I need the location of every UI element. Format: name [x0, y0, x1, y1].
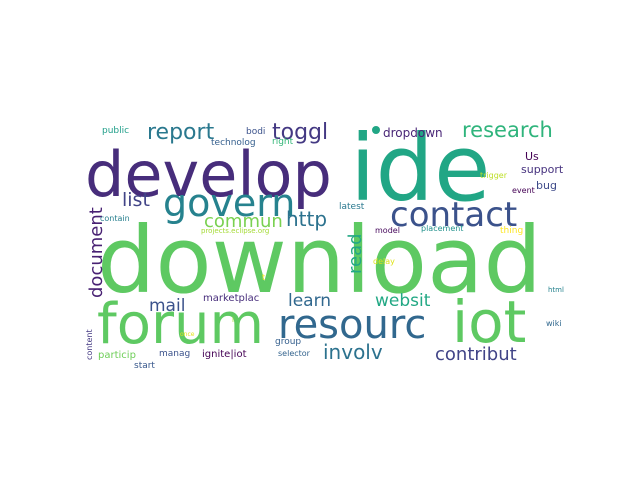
word: support: [521, 163, 564, 176]
word: mail: [149, 296, 185, 316]
word: projects.eclipse.org: [201, 227, 269, 235]
word: trigger: [480, 171, 508, 180]
word: delay: [373, 257, 395, 266]
word: contain: [100, 214, 130, 223]
word: latest: [339, 202, 365, 212]
word: manag: [159, 349, 190, 359]
word: bodi: [246, 127, 265, 137]
word: marketplac: [203, 293, 259, 304]
word: right: [272, 137, 294, 147]
word: once: [180, 331, 195, 338]
word: resourc: [278, 302, 426, 348]
word: contact: [390, 195, 517, 235]
word: read: [345, 233, 366, 274]
word: commun: [204, 211, 283, 232]
word: wiki: [546, 319, 562, 328]
word: group: [275, 337, 301, 347]
word: involv: [323, 340, 383, 364]
word: iot: [452, 288, 526, 356]
word: Us: [525, 150, 539, 163]
word: selector: [278, 349, 311, 358]
word: html: [548, 286, 564, 294]
word: thing: [500, 226, 523, 236]
word: t: [262, 273, 265, 282]
dot-marker: [372, 126, 380, 134]
word: i: [232, 316, 234, 324]
word: content: [85, 329, 94, 360]
word: event: [512, 186, 535, 195]
word: report: [147, 120, 215, 145]
word: list: [122, 189, 150, 211]
word: research: [462, 118, 553, 142]
word: model: [375, 226, 400, 235]
word: bug: [536, 179, 557, 192]
word: develop: [85, 138, 332, 211]
word: download: [97, 207, 542, 314]
word: toggl: [272, 120, 328, 145]
word: dropdown: [383, 126, 443, 140]
word: http: [286, 207, 327, 231]
word: contribut: [435, 344, 517, 365]
word: learn: [288, 291, 331, 311]
word: govern: [163, 181, 295, 225]
word: forum: [97, 292, 264, 357]
word: particip: [98, 350, 136, 361]
word: public: [102, 126, 129, 136]
word: document: [86, 207, 107, 298]
word: technolog: [211, 138, 256, 148]
word: ignite|iot: [202, 349, 247, 360]
word: start: [134, 361, 155, 371]
word: websit: [375, 291, 431, 311]
word: placement: [421, 224, 463, 233]
